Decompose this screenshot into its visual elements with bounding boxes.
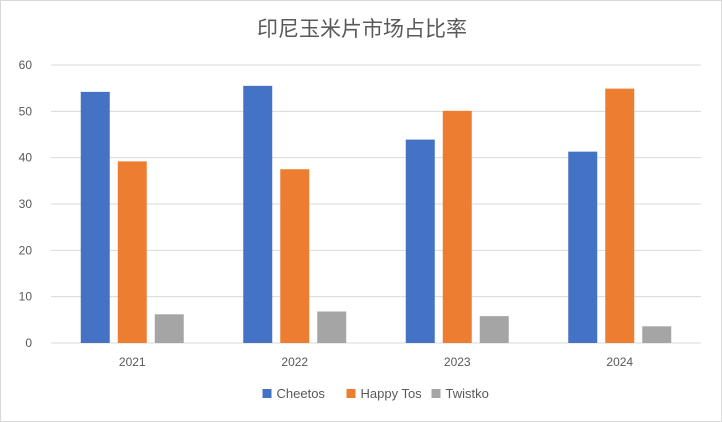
x-tick-label: 2022 <box>281 355 308 369</box>
bar-twistko-2023 <box>479 316 509 343</box>
x-axis-ticks: 2021 2022 2023 2024 <box>119 355 634 369</box>
gridlines <box>51 64 701 344</box>
y-axis-ticks: 0 10 20 30 40 50 60 <box>19 58 33 350</box>
bar-twistko-2024 <box>642 326 672 343</box>
bar-cheetos-2022 <box>243 85 273 343</box>
bar-twistko-2022 <box>317 311 347 343</box>
x-tick-label: 2021 <box>119 355 146 369</box>
legend-label: Twistko <box>446 386 489 401</box>
legend-label: Happy Tos <box>361 386 423 401</box>
y-tick-label: 10 <box>19 290 33 304</box>
y-tick-label: 20 <box>19 243 33 257</box>
chart-title: 印尼玉米片市场占比率 <box>257 17 467 41</box>
x-tick-label: 2023 <box>444 355 471 369</box>
y-tick-label: 40 <box>19 151 33 165</box>
x-tick-label: 2024 <box>606 355 633 369</box>
bar-happy-tos-2022 <box>280 169 310 343</box>
y-tick-label: 50 <box>19 104 33 118</box>
bar-happy-tos-2021 <box>117 161 147 343</box>
bar-happy-tos-2024 <box>605 88 635 343</box>
bar-cheetos-2021 <box>80 91 110 343</box>
y-tick-label: 0 <box>25 336 32 350</box>
bar-cheetos-2023 <box>405 139 435 343</box>
legend-swatch <box>346 389 356 398</box>
bars <box>80 85 672 344</box>
bar-happy-tos-2023 <box>442 110 472 344</box>
legend-label: Cheetos <box>277 386 326 401</box>
y-tick-label: 60 <box>19 58 33 72</box>
bar-cheetos-2024 <box>568 151 598 343</box>
bar-twistko-2021 <box>154 314 184 343</box>
legend-swatch <box>262 389 272 398</box>
y-tick-label: 30 <box>19 197 33 211</box>
legend: Cheetos Happy Tos Twistko <box>262 386 489 401</box>
legend-swatch <box>431 389 441 398</box>
